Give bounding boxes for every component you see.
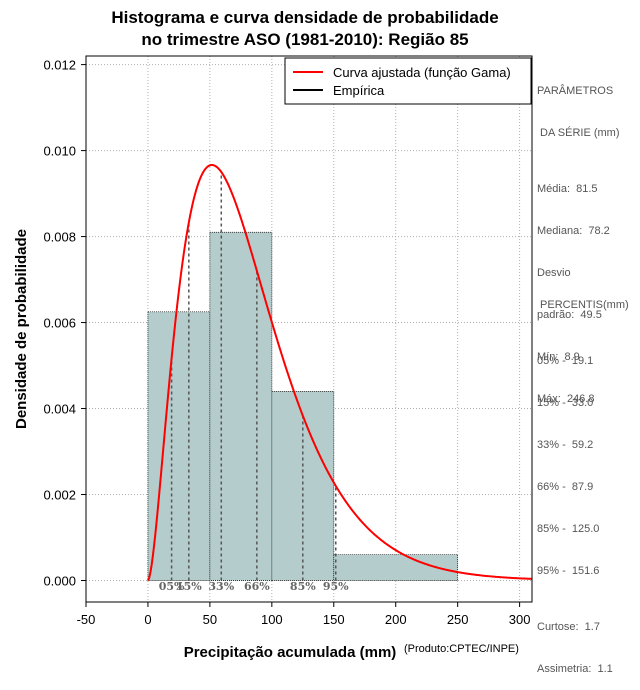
y-tick-label: 0.004 <box>43 402 76 417</box>
x-axis-label: Precipitação acumulada (mm) <box>184 644 397 660</box>
params-std-line1: Desvio <box>537 267 571 279</box>
chart-title-line1: Histograma e curva densidade de probabil… <box>111 8 499 27</box>
x-tick-label: 0 <box>144 612 151 627</box>
percentile-label-33: 33% <box>208 580 234 593</box>
percentil-15: 15% - 33.0 <box>537 397 594 409</box>
percentis-panel: PERCENTIS(mm) 05% - 19.1 15% - 33.0 33% … <box>537 270 629 690</box>
percentile-label-66: 66% <box>244 580 270 593</box>
y-tick-label: 0.002 <box>43 488 76 503</box>
percentis-heading: PERCENTIS(mm) <box>537 299 629 311</box>
params-mean: Média: 81.5 <box>537 183 598 195</box>
histogram-bar <box>147 311 211 581</box>
percentil-95: 95% - 151.6 <box>537 565 600 577</box>
kurtosis: Curtose: 1.7 <box>537 621 600 633</box>
y-tick-label: 0.012 <box>43 58 76 73</box>
legend-curve-label: Curva ajustada (função Gama) <box>333 65 511 80</box>
params-std-line2: padrão: 49.5 <box>537 309 602 321</box>
y-tick-label: 0.006 <box>43 316 76 331</box>
histogram-bar <box>271 390 335 581</box>
y-axis-label: Densidade de probabilidade <box>13 229 30 429</box>
percentil-33: 33% - 59.2 <box>537 439 594 451</box>
histogram-bar <box>209 231 273 581</box>
x-tick-label: 50 <box>203 612 217 627</box>
legend-box <box>284 57 532 105</box>
params-heading2: DA SÉRIE (mm) <box>537 127 620 139</box>
percentile-label-95: 95% <box>323 580 349 593</box>
x-tick-label: 100 <box>261 612 283 627</box>
plot-frame <box>85 55 533 603</box>
percentil-85: 85% - 125.0 <box>537 523 600 535</box>
percentile-label-05: 05% <box>159 580 185 593</box>
x-tick-label: 150 <box>323 612 345 627</box>
percentile-label-15: 15% <box>176 580 202 593</box>
fitted-gamma-curve <box>147 164 532 581</box>
params-max: Máx: 246.8 <box>537 393 595 405</box>
y-tick-label: 0.008 <box>43 230 76 245</box>
x-tick-label: 200 <box>385 612 407 627</box>
x-tick-label: 300 <box>509 612 531 627</box>
chart-title-line2: no trimestre ASO (1981-2010): Região 85 <box>141 30 469 49</box>
histogram-chart: 05%15% 33% 66% 85% 95% -50 0 50 100 150 200 250 300 0… <box>13 55 533 660</box>
y-tick-label: 0.000 <box>43 574 76 589</box>
credit-label: (Produto:CPTEC/INPE) <box>404 643 519 655</box>
skewness: Assimetria: 1.1 <box>537 663 613 675</box>
x-tick-label: 250 <box>447 612 469 627</box>
x-tick-label: -50 <box>77 612 96 627</box>
percentil-66: 66% - 87.9 <box>537 481 594 493</box>
percentile-label-85: 85% <box>290 580 316 593</box>
params-min: Mín: 8.9 <box>537 351 580 363</box>
params-median: Mediana: 78.2 <box>537 225 610 237</box>
params-panel: PARÂMETROS DA SÉRIE (mm) Média: 81.5 Med… <box>537 56 620 420</box>
legend-empirical-label: Empírica <box>333 83 385 98</box>
percentil-05: 05% - 19.1 <box>537 355 594 367</box>
y-tick-label: 0.010 <box>43 144 76 159</box>
params-heading1: PARÂMETROS <box>537 85 614 97</box>
